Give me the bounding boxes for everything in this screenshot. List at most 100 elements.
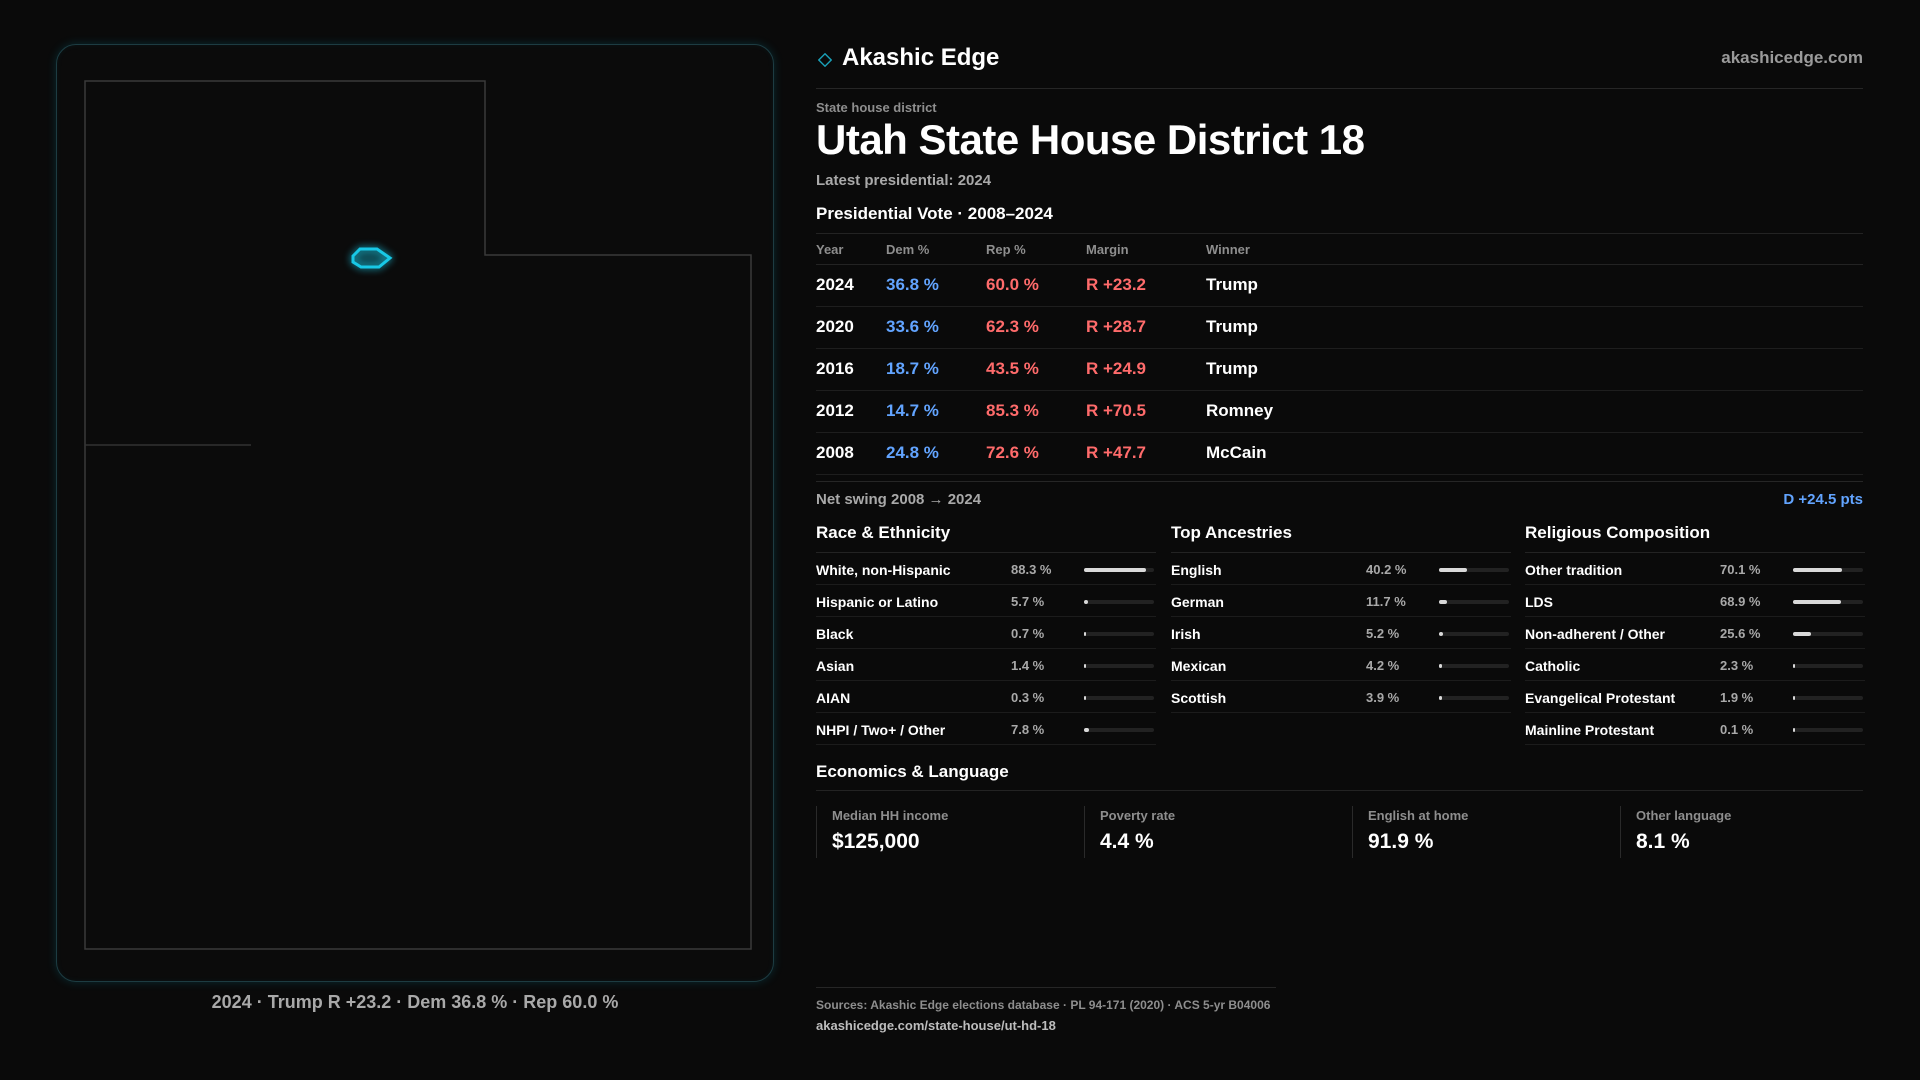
cell-winner: Romney [1206,401,1274,420]
religion-value: 1.9 % [1720,690,1754,705]
share-bar-track [1084,600,1154,604]
share-bar-track [1084,664,1154,668]
presidential-vote-table: Year Dem % Rep % Margin Winner 2024 36.8… [816,233,1863,475]
share-bar-track [1084,632,1154,636]
cell-year: 2024 [816,275,854,294]
list-item: LDS 68.9 % [1525,585,1865,617]
religion-value: 25.6 % [1720,626,1761,641]
stat-value: 8.1 % [1636,830,1690,853]
share-bar [1084,600,1088,604]
cell-margin: R +24.9 [1086,359,1147,378]
share-bar-track [1439,568,1509,572]
list-item: Non-adherent / Other 25.6 % [1525,617,1865,649]
race-value: 88.3 % [1011,562,1052,577]
presidential-vote-title: Presidential Vote · 2008–2024 [816,204,1053,223]
religion-label: LDS [1525,594,1553,610]
table-row: 2016 18.7 % 43.5 % R +24.9 Trump [816,349,1863,391]
economics-title: Economics & Language [816,762,1009,781]
table-row: 2020 33.6 % 62.3 % R +28.7 Trump [816,307,1863,349]
stat-label: Median HH income [832,808,949,823]
column-header-margin: Margin [1086,242,1129,257]
race-value: 5.7 % [1011,594,1045,609]
latest-presidential-label: Latest presidential: 2024 [816,172,992,189]
cell-winner: Trump [1206,359,1258,378]
religion-value: 68.9 % [1720,594,1761,609]
stat-label: Poverty rate [1100,808,1176,823]
cell-dem: 14.7 % [886,401,939,420]
religion-label: Evangelical Protestant [1525,690,1676,706]
list-item: NHPI / Two+ / Other 7.8 % [816,713,1156,745]
share-bar-track [1793,696,1863,700]
cell-rep: 62.3 % [986,317,1039,336]
page-title: Utah State House District 18 [816,116,1365,163]
list-item: Evangelical Protestant 1.9 % [1525,681,1865,713]
stat-card-english-home: English at home 91.9 % [1352,806,1603,858]
ancestry-label: Irish [1171,626,1201,642]
cell-year: 2016 [816,359,854,378]
map-caption: 2024 · Trump R +23.2 · Dem 36.8 % · Rep … [211,992,619,1012]
share-bar [1439,632,1443,636]
race-value: 0.3 % [1011,690,1045,705]
ancestry-value: 4.2 % [1366,658,1400,673]
net-swing-value: D +24.5 pts [1783,491,1863,508]
share-bar-track [1439,696,1509,700]
share-bar-track [1084,568,1154,572]
stat-value: 91.9 % [1368,830,1434,853]
header-bar: Akashic Edge akashicedge.com [816,44,1863,89]
cell-year: 2008 [816,443,854,462]
religion-label: Non-adherent / Other [1525,626,1666,642]
ancestries-title: Top Ancestries [1171,522,1511,553]
brand-name[interactable]: Akashic Edge [842,44,1000,71]
list-item: Other tradition 70.1 % [1525,553,1865,585]
net-swing-label: Net swing 2008 → 2024 [816,491,982,508]
cell-year: 2020 [816,317,854,336]
sources-footer: Sources: Akashic Edge elections database… [816,987,1276,1033]
stat-value: 4.4 % [1100,830,1154,853]
race-value: 0.7 % [1011,626,1045,641]
cell-winner: McCain [1206,443,1267,462]
net-swing-row: Net swing 2008 → 2024 D +24.5 pts [816,481,1863,516]
cell-rep: 43.5 % [986,359,1039,378]
list-item: Scottish 3.9 % [1171,681,1511,713]
share-bar [1084,696,1086,700]
list-item: Mainline Protestant 0.1 % [1525,713,1865,745]
ancestry-value: 5.2 % [1366,626,1400,641]
column-header-rep: Rep % [986,242,1026,257]
share-bar [1084,728,1090,732]
table-row: 2012 14.7 % 85.3 % R +70.5 Romney [816,391,1863,433]
district-map-panel [56,44,774,982]
religion-label: Catholic [1525,658,1581,674]
cell-winner: Trump [1206,317,1258,336]
stat-card-poverty: Poverty rate 4.4 % [1084,806,1335,858]
cell-dem: 18.7 % [886,359,939,378]
cell-dem: 36.8 % [886,275,939,294]
religion-section: Religious Composition Other tradition 70.… [1525,522,1865,745]
list-item: Catholic 2.3 % [1525,649,1865,681]
race-ethnicity-title: Race & Ethnicity [816,522,1156,553]
utah-state-outline [84,80,752,950]
religion-value: 0.1 % [1720,722,1754,737]
ancestries-section: Top Ancestries English 40.2 % German 11.7 … [1171,522,1511,713]
diamond-icon [818,53,832,67]
share-bar-track [1793,632,1863,636]
share-bar [1793,696,1795,700]
ancestry-label: Mexican [1171,658,1227,674]
district-18-highlight[interactable] [351,247,393,269]
brand-url-link[interactable]: akashicedge.com [1721,48,1863,67]
religion-label: Mainline Protestant [1525,722,1655,738]
page-url-link[interactable]: akashicedge.com/state-house/ut-hd-18 [816,1018,1056,1033]
share-bar-track [1793,568,1863,572]
share-bar [1084,568,1146,572]
ancestry-label: German [1171,594,1224,610]
ancestry-value: 11.7 % [1366,594,1406,609]
cell-rep: 85.3 % [986,401,1039,420]
stat-value: $125,000 [832,830,920,853]
share-bar [1439,600,1448,604]
religion-title: Religious Composition [1525,522,1865,553]
race-value: 1.4 % [1011,658,1045,673]
list-item: Hispanic or Latino 5.7 % [816,585,1156,617]
list-item: German 11.7 % [1171,585,1511,617]
race-ethnicity-section: Race & Ethnicity White, non-Hispanic 88.3… [816,522,1156,745]
state-map [84,80,752,950]
table-row: 2008 24.8 % 72.6 % R +47.7 McCain [816,433,1863,475]
